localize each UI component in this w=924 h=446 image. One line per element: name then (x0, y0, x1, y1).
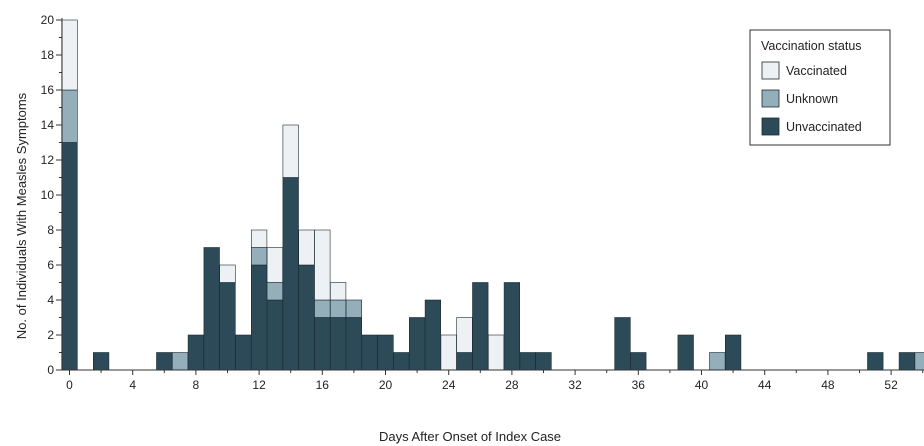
bar-unvaccinated-26 (472, 282, 489, 371)
bar-unvaccinated-2 (93, 352, 110, 371)
y-axis-title: No. of Individuals With Measles Symptoms (14, 92, 29, 339)
bar-vaccinated-17 (329, 282, 347, 301)
bar-unvaccinated-35 (614, 317, 631, 371)
legend-label-unknown: Unknown (786, 92, 838, 106)
bar-vaccinated-12 (251, 229, 268, 248)
bar-unvaccinated-11 (235, 334, 252, 371)
bar-unknown-12 (251, 247, 268, 266)
x-tick-label-28: 28 (505, 378, 519, 392)
y-tick-label-10: 10 (41, 188, 55, 202)
x-tick-label-24: 24 (442, 378, 456, 392)
bar-unknown-41 (709, 352, 726, 371)
bar-unvaccinated-16 (314, 317, 331, 371)
x-tick-label-20: 20 (379, 378, 393, 392)
y-tick-label-16: 16 (41, 83, 55, 97)
legend-swatch-vaccinated (761, 61, 780, 80)
bar-vaccinated-14 (282, 124, 299, 178)
legend-swatch-unvaccinated (761, 117, 780, 136)
bar-unvaccinated-39 (677, 334, 694, 371)
bar-vaccinated-27 (487, 334, 505, 371)
y-tick-label-18: 18 (41, 48, 55, 62)
x-tick-label-40: 40 (695, 378, 709, 392)
legend: Vaccination status Vaccinated Unknown Unvac… (749, 29, 891, 146)
x-tick-label-44: 44 (758, 378, 772, 392)
bar-vaccinated-15 (298, 229, 315, 266)
x-axis-title: Days After Onset of Index Case (379, 429, 561, 444)
legend-title: Vaccination status (761, 39, 862, 53)
y-tick-label-0: 0 (47, 363, 54, 377)
bar-unvaccinated-9 (203, 247, 220, 371)
bar-unvaccinated-21 (393, 352, 410, 371)
bar-unvaccinated-6 (156, 352, 173, 371)
bar-unvaccinated-20 (377, 334, 394, 371)
bar-unknown-17 (329, 299, 347, 318)
bar-unknown-13 (266, 282, 284, 301)
y-tick-label-2: 2 (47, 328, 54, 342)
x-tick-label-8: 8 (193, 378, 200, 392)
legend-label-vaccinated: Vaccinated (786, 64, 847, 78)
bar-unvaccinated-0 (61, 142, 78, 371)
bar-vaccinated-24 (440, 334, 457, 371)
bar-unvaccinated-14 (282, 177, 299, 371)
bar-unknown-7 (172, 352, 189, 371)
x-tick-label-0: 0 (66, 378, 73, 392)
y-tick-label-14: 14 (41, 118, 55, 132)
bar-unknown-18 (345, 299, 363, 318)
y-tick-label-8: 8 (47, 223, 54, 237)
x-tick-label-36: 36 (632, 378, 646, 392)
bar-unvaccinated-23 (424, 299, 442, 371)
y-tick-label-4: 4 (47, 293, 54, 307)
x-tick-label-16: 16 (316, 378, 330, 392)
bar-unvaccinated-22 (408, 317, 426, 371)
y-tick-label-6: 6 (47, 258, 54, 272)
bar-unvaccinated-8 (187, 334, 205, 371)
bar-unvaccinated-51 (867, 352, 884, 371)
bar-unvaccinated-15 (298, 264, 315, 371)
bar-unvaccinated-17 (329, 317, 347, 371)
bar-vaccinated-10 (219, 264, 236, 283)
bar-vaccinated-13 (266, 247, 284, 283)
bar-unvaccinated-10 (219, 282, 236, 371)
x-tick-label-32: 32 (568, 378, 582, 392)
bar-vaccinated-25 (456, 317, 473, 353)
y-tick-label-20: 20 (41, 13, 55, 27)
bar-unvaccinated-53 (898, 352, 915, 371)
bar-unvaccinated-25 (456, 352, 473, 371)
legend-label-unvaccinated: Unvaccinated (786, 120, 862, 134)
bar-unknown-16 (314, 299, 331, 318)
x-tick-label-12: 12 (252, 378, 266, 392)
x-tick-label-48: 48 (821, 378, 835, 392)
x-tick-label-52: 52 (884, 378, 898, 392)
bar-unvaccinated-36 (630, 352, 647, 371)
bar-unvaccinated-18 (345, 317, 363, 371)
bar-unvaccinated-19 (361, 334, 378, 371)
x-tick-label-4: 4 (129, 378, 136, 392)
legend-swatch-unknown (761, 89, 780, 108)
bar-unvaccinated-28 (503, 282, 521, 371)
bar-unvaccinated-42 (724, 334, 742, 371)
bar-unvaccinated-13 (266, 299, 284, 371)
bar-unvaccinated-12 (251, 264, 268, 371)
bar-vaccinated-0 (61, 19, 78, 91)
bar-unknown-0 (61, 89, 78, 143)
bar-unvaccinated-29 (519, 352, 536, 371)
bar-vaccinated-16 (314, 229, 331, 301)
y-tick-label-12: 12 (41, 153, 55, 167)
bar-unvaccinated-30 (535, 352, 552, 371)
bar-unknown-54 (914, 352, 924, 371)
